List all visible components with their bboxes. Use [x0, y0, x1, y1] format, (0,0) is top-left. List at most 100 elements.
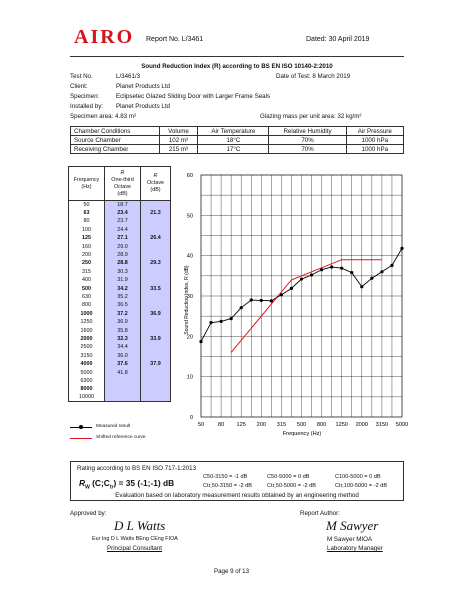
- client-value: Planet Products Ltd: [116, 83, 171, 90]
- table-row: 500 34.2 33.5: [68, 284, 171, 293]
- octave-cell: 36.9: [140, 309, 171, 318]
- x-tick-label: 125: [237, 422, 246, 428]
- measured-point: [299, 277, 304, 281]
- measured-point: [259, 298, 263, 303]
- octave-cell: [140, 317, 171, 327]
- x-axis-ticks: 50 80 125 200 315 500 800 1250 2000 3150 5000: [198, 422, 408, 428]
- table-row: 125 27.1 26.4: [68, 234, 171, 243]
- installed-value: Planet Products Ltd: [116, 103, 171, 110]
- y-tick-label: 0: [190, 415, 193, 421]
- freq-header-unit: (Hz): [81, 183, 92, 190]
- measured-point: [330, 265, 334, 269]
- table-row: 10000: [68, 393, 171, 403]
- client-label: Client:: [70, 83, 88, 90]
- x-tick-label: 5000: [396, 422, 408, 428]
- octave-cell: [140, 326, 171, 335]
- ctr-50-5000: Ctr,50-5000 = -2 dB: [267, 483, 316, 489]
- chamber-conditions-table: Chamber Conditions Volume Air Temperatur…: [70, 126, 405, 154]
- octave-cell: 33.5: [140, 284, 171, 293]
- rw-value: ) = 35 (-1;-1) dB: [113, 478, 175, 488]
- octave-cell: [140, 217, 171, 226]
- measured-point: [229, 316, 233, 321]
- freq-col-header: Frequency (Hz): [68, 166, 105, 201]
- report-date: Dated: 30 April 2019: [306, 36, 370, 43]
- octave-cell: 33.9: [140, 334, 171, 344]
- y-axis-label: Sound Reduction Index, R (dB): [184, 265, 190, 335]
- x-tick-label: 50: [198, 422, 204, 428]
- y-tick-label: 10: [187, 375, 193, 381]
- receiving-chamber-row: Receiving Chamber 215 m³ 17°C 70% 1000 h…: [70, 144, 405, 154]
- table-row: 1000 37.2 36.9: [68, 309, 171, 318]
- y-tick-label: 40: [187, 254, 193, 260]
- reference-curve-line: [230, 259, 382, 353]
- octave-cell: [140, 250, 171, 260]
- table-row: 250 28.8 29.3: [68, 259, 171, 268]
- x-tick-label: 315: [277, 422, 286, 428]
- table-row: 2000 32.3 33.9: [68, 334, 171, 344]
- table-row: 63 23.4 21.3: [68, 208, 171, 218]
- c-50-5000: C50-5000 = 0 dB: [267, 474, 310, 480]
- x-tick-label: 2000: [356, 422, 368, 428]
- test-no-value: L/3461/3: [116, 73, 141, 80]
- table-row: 315 30.3: [68, 267, 171, 277]
- chart-series: [199, 246, 404, 353]
- octave-cell: [140, 393, 171, 403]
- measured-point: [279, 293, 283, 297]
- author-name: M Sawyer MIOA: [327, 536, 373, 543]
- c-100-5000: C100-5000 = 0 dB: [335, 474, 381, 480]
- octave-cell: [140, 292, 171, 302]
- octave-cell: 37.9: [140, 359, 171, 369]
- y-axis-ticks: 0 10 20 30 40 50 60: [187, 173, 193, 421]
- r-symbol: R: [120, 169, 125, 176]
- octave-cell: [140, 267, 171, 277]
- legend-measured-marker: [79, 425, 83, 429]
- legend-reference-line: [70, 438, 92, 439]
- author-role: Laboratory Manager: [327, 545, 383, 552]
- specimen-value: Eclipsetec Glazed Sliding Door with Larg…: [116, 93, 271, 100]
- table-cell: Receiving Chamber: [70, 144, 160, 154]
- octave-cell: [140, 276, 171, 285]
- octave-label: Octave: [113, 183, 132, 190]
- table-row: 1600 35.8: [68, 326, 171, 335]
- octave-cell: [140, 242, 171, 251]
- r-symbol: R: [153, 173, 158, 179]
- freq-header-label: Frequency: [73, 176, 100, 183]
- x-tick-label: 500: [297, 422, 306, 428]
- table-row: 800 36.5: [68, 301, 171, 310]
- client-row: Client: Planet Products Ltd: [70, 83, 170, 90]
- report-number: Report No. L/3461: [146, 36, 204, 43]
- table-row: 2500 34.4: [68, 343, 171, 352]
- y-tick-label: 60: [187, 173, 193, 179]
- rw-symbol: R: [79, 478, 86, 488]
- measured-point: [209, 321, 213, 325]
- rw-subscript: W: [85, 484, 90, 491]
- measured-point: [289, 286, 294, 290]
- octave-cell: 21.3: [140, 208, 171, 218]
- rating-box: Rating according to BS EN ISO 717-1:2013…: [70, 461, 404, 501]
- table-row: 6300: [68, 376, 171, 386]
- frequency-table: Frequency (Hz) R One-third Octave (dB) R…: [68, 166, 171, 403]
- x-axis-label: Frequency (Hz): [283, 431, 322, 437]
- measured-point: [340, 266, 344, 270]
- table-row: 160 29.0: [68, 242, 171, 251]
- test-no-label: Test No.: [70, 73, 93, 80]
- table-row: 50 18.7: [68, 200, 171, 209]
- sound-reduction-chart: 0 10 20 30 40 50 60 50 80 125 200 315 500 800 1250 200…: [184, 173, 408, 437]
- table-row: 4000 37.6 37.9: [68, 359, 171, 369]
- specimen-row: Specimen: Eclipsetec Glazed Sliding Door …: [70, 93, 270, 100]
- table-row: 3150 36.0: [68, 351, 171, 360]
- rw-rating: RW (C;Ctr) = 35 (-1;-1) dB: [79, 478, 174, 491]
- legend-reference-label: Shifted reference curve: [96, 435, 146, 440]
- table-row: 80 23.7: [68, 217, 171, 226]
- octave-cell: 29.3: [140, 259, 171, 268]
- x-tick-label: 80: [218, 422, 224, 428]
- octave-cell: [140, 343, 171, 352]
- measured-point: [269, 299, 273, 303]
- octave-col-header: R Octave (dB): [140, 166, 171, 201]
- installed-row: Installed by: Planet Products Ltd: [70, 103, 170, 110]
- octave-label: Octave: [146, 180, 165, 186]
- specimen-area: Specimen area: 4.83 m²: [70, 113, 137, 120]
- measured-point: [199, 339, 203, 344]
- author-label: Report Author:: [300, 510, 340, 517]
- legend-measured-label: Measured result: [96, 424, 131, 429]
